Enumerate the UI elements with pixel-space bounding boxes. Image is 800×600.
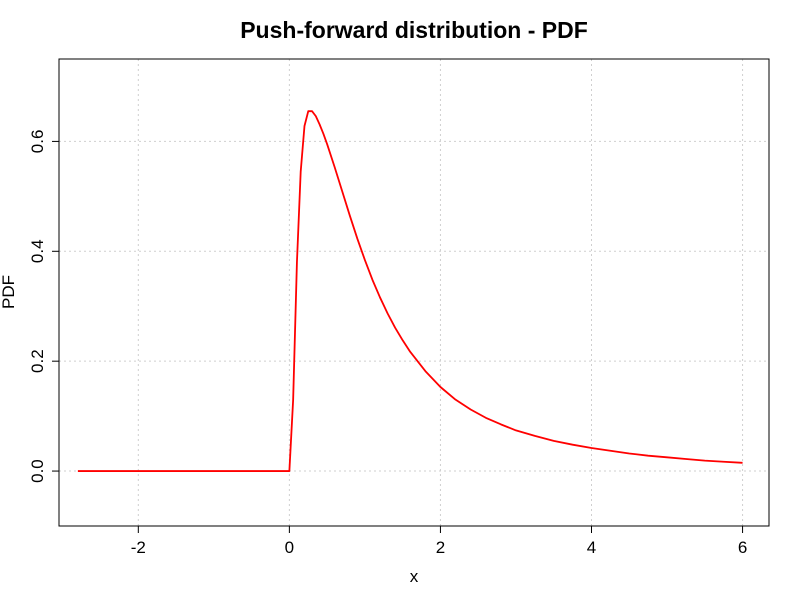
grid-lines bbox=[59, 59, 769, 526]
y-tick-label: 0.4 bbox=[28, 239, 47, 263]
pdf-curve bbox=[77, 110, 743, 472]
x-tick-label: 0 bbox=[285, 538, 294, 557]
x-tick-label: -2 bbox=[131, 538, 146, 557]
x-axis-label: x bbox=[410, 567, 419, 586]
y-tick-label: 0.6 bbox=[28, 130, 47, 154]
y-tick-label: 0.2 bbox=[28, 349, 47, 373]
y-tick-label: 0.0 bbox=[28, 459, 47, 483]
x-tick-label: 2 bbox=[436, 538, 445, 557]
y-axis-label: PDF bbox=[0, 275, 18, 309]
chart-title: Push-forward distribution - PDF bbox=[240, 17, 588, 43]
x-tick-label: 6 bbox=[738, 538, 747, 557]
plot-frame bbox=[58, 58, 770, 527]
x-tick-label: 4 bbox=[587, 538, 596, 557]
y-axis: 0.0 0.2 0.4 0.6 bbox=[28, 130, 59, 483]
x-axis: -2 0 2 4 6 bbox=[131, 526, 747, 557]
